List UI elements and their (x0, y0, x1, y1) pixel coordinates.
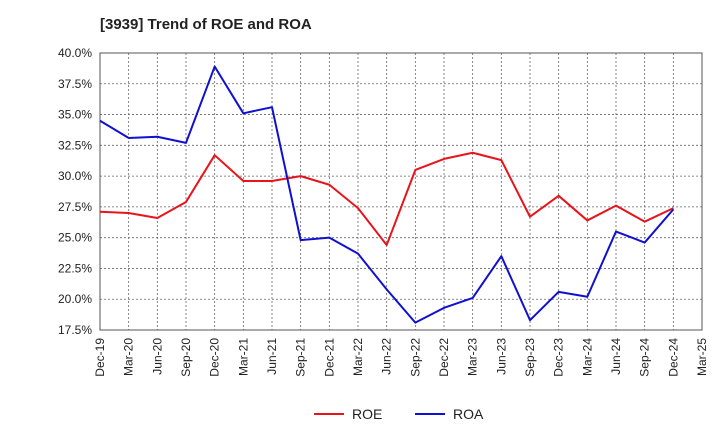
x-tick-label: Jun-21 (265, 338, 279, 375)
chart-title: [3939] Trend of ROE and ROA (100, 16, 312, 33)
y-tick-label: 20.0% (58, 292, 92, 306)
x-tick-label: Mar-21 (236, 338, 250, 376)
x-tick-label: Dec-24 (666, 338, 680, 377)
y-tick-label: 17.5% (58, 323, 92, 337)
x-tick-label: Sep-22 (408, 338, 422, 377)
x-tick-label: Mar-23 (466, 338, 480, 376)
x-tick-label: Jun-22 (380, 338, 394, 375)
series-line-roe (99, 151, 674, 247)
x-tick-label: Jun-24 (609, 338, 623, 375)
x-tick-label: Sep-20 (179, 338, 193, 377)
series-line-roa (99, 65, 675, 324)
y-tick-label: 32.5% (58, 138, 92, 152)
x-tick-label: Dec-23 (552, 338, 566, 377)
x-tick-label: Mar-22 (351, 338, 365, 376)
x-tick-label: Dec-22 (437, 338, 451, 377)
legend-label-roe: ROE (352, 406, 382, 422)
plot-area (100, 53, 702, 330)
x-tick-label: Sep-23 (523, 338, 537, 377)
y-tick-label: 37.5% (58, 77, 92, 91)
legend-label-roa: ROA (453, 406, 484, 422)
y-tick-label: 40.0% (58, 46, 92, 60)
x-tick-label: Mar-25 (695, 338, 709, 376)
x-tick-label: Mar-24 (580, 338, 594, 376)
y-tick-label: 22.5% (58, 261, 92, 275)
x-tick-label: Jun-23 (494, 338, 508, 375)
y-tick-label: 27.5% (58, 200, 92, 214)
x-tick-label: Dec-19 (93, 338, 107, 377)
x-tick-label: Mar-20 (122, 338, 136, 376)
x-tick-label: Dec-20 (208, 338, 222, 377)
plot-frame (99, 52, 703, 331)
y-tick-label: 25.0% (58, 231, 92, 245)
y-tick-label: 35.0% (58, 108, 92, 122)
x-tick-label: Sep-21 (294, 338, 308, 377)
x-tick-label: Jun-20 (150, 338, 164, 375)
y-tick-label: 30.0% (58, 169, 92, 183)
x-tick-label: Dec-21 (322, 338, 336, 377)
x-tick-label: Sep-24 (638, 338, 652, 377)
